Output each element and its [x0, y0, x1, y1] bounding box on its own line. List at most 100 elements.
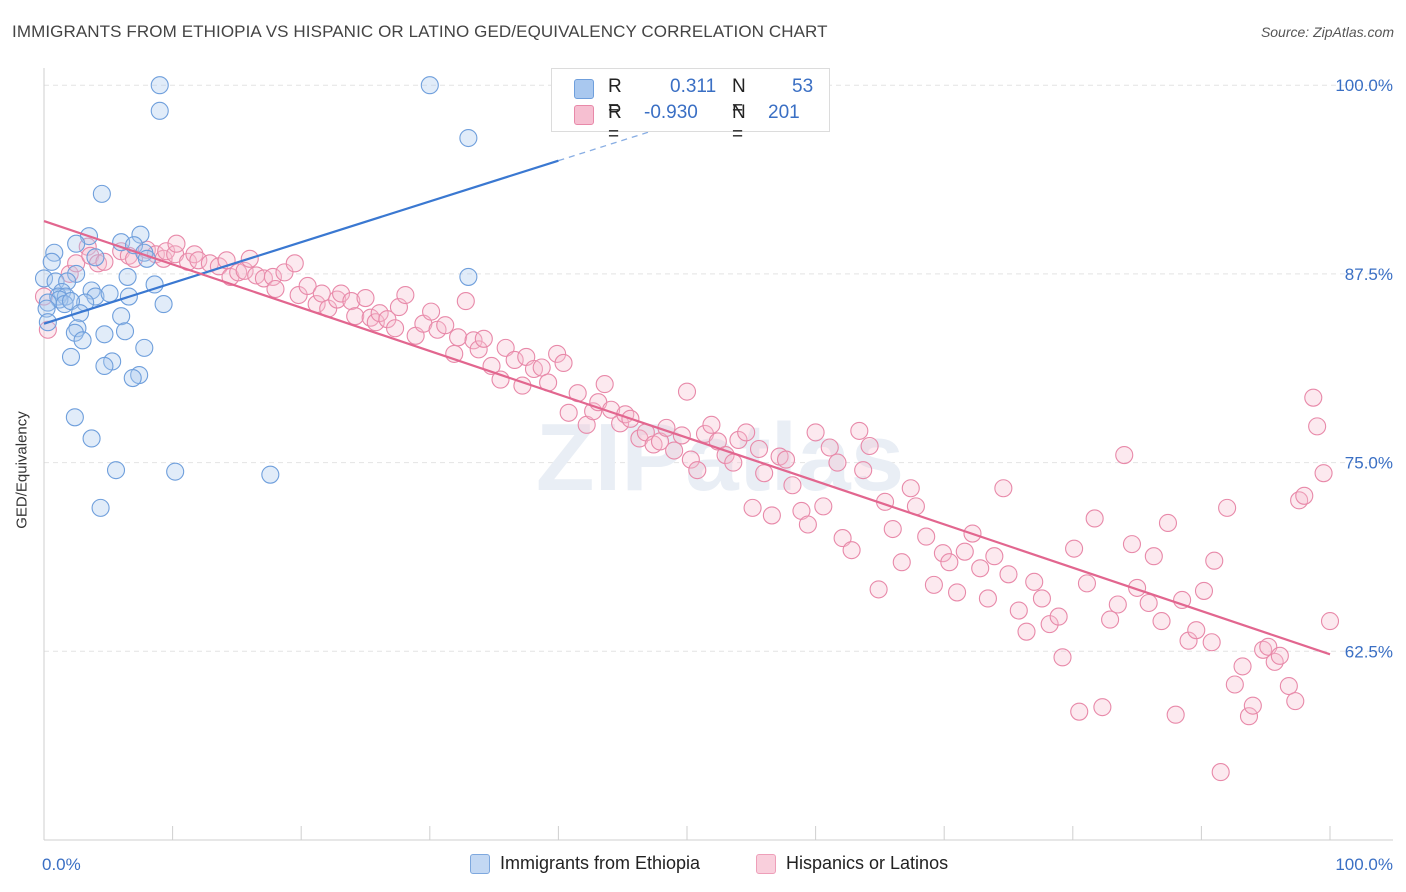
chart-title: IMMIGRANTS FROM ETHIOPIA VS HISPANIC OR …: [12, 22, 828, 41]
ethiopia-point: [95, 325, 114, 344]
ethiopia-point: [61, 292, 81, 311]
hispanic-point: [892, 553, 911, 572]
hispanic-point: [505, 350, 524, 369]
hispanic-point: [366, 313, 385, 332]
hispanic-point: [1065, 539, 1084, 558]
ethiopia-point: [73, 331, 92, 350]
hispanic-point: [755, 464, 774, 483]
ethiopia-point: [459, 128, 478, 148]
hispanic-point: [842, 541, 861, 560]
hispanic-point: [883, 519, 902, 539]
hispanic-point: [1101, 610, 1120, 629]
hispanic-point: [275, 263, 294, 282]
ethiopia-point: [150, 76, 169, 95]
hispanic-point: [833, 529, 852, 548]
hispanic-point: [1085, 509, 1104, 528]
hispanic-point: [814, 497, 833, 516]
hispanic-point: [396, 285, 415, 305]
hispanic-point: [924, 575, 943, 594]
ethiopia-point: [67, 234, 86, 253]
hispanic-point: [854, 461, 873, 480]
axes: [43, 68, 1393, 841]
hispanic-point: [729, 430, 748, 450]
hispanic-point: [38, 320, 57, 339]
ethiopia-point: [123, 369, 142, 388]
x-tick-label: 100.0%: [1335, 855, 1393, 874]
hispanic-point: [1128, 578, 1147, 597]
hispanic-point: [469, 340, 488, 359]
hispanic-point: [1187, 621, 1206, 640]
hispanic-point: [229, 263, 248, 282]
hispanic-point: [716, 445, 735, 465]
hispanic-points: [34, 234, 1340, 782]
ethiopia-point: [86, 248, 105, 267]
hispanic-point: [1202, 633, 1221, 652]
hispanic-point: [999, 565, 1018, 584]
hispanic-point: [298, 276, 317, 296]
hispanic-point: [776, 450, 796, 469]
legend-n-value: 53: [792, 76, 814, 97]
hispanic-point: [1049, 607, 1068, 626]
hispanic-point: [1009, 601, 1028, 620]
hispanic-point: [1152, 612, 1171, 631]
hispanic-point: [828, 453, 847, 472]
hispanic-point: [456, 292, 475, 311]
ethiopia-trend-line: [43, 159, 559, 325]
hispanic-point: [1320, 612, 1340, 631]
hispanic-point: [95, 252, 114, 271]
ethiopia-point: [34, 269, 54, 288]
x-tick-label: 0.0%: [42, 855, 81, 874]
hispanic-point: [1158, 513, 1178, 533]
hispanic-point: [948, 583, 967, 602]
hispanic-point: [474, 329, 493, 348]
legend-label-ethiopia: Immigrants from Ethiopia: [500, 853, 701, 873]
hispanic-point: [548, 344, 567, 363]
hispanic-point: [524, 359, 544, 379]
hispanic-point: [595, 375, 614, 394]
hispanic-point: [724, 453, 743, 472]
ethiopia-point: [58, 272, 77, 291]
hispanic-point: [869, 580, 888, 599]
hispanic-point: [749, 439, 769, 459]
hispanic-point: [688, 461, 707, 480]
hispanic-point: [254, 269, 273, 288]
hispanic-point: [1233, 657, 1252, 676]
hispanic-point: [1211, 763, 1230, 782]
hispanic-point: [1218, 498, 1237, 517]
hispanic-point: [1205, 551, 1224, 570]
hispanic-point: [1025, 572, 1044, 591]
hispanic-point: [783, 476, 802, 495]
hispanic-point: [559, 403, 578, 422]
hispanic-point: [860, 436, 879, 456]
hispanic-point: [1286, 692, 1305, 711]
ethiopia-point: [115, 322, 135, 341]
hispanic-point: [1053, 648, 1072, 667]
ethiopia-point: [106, 461, 126, 480]
series-legend: Immigrants from Ethiopia Hispanics or La…: [0, 852, 1406, 876]
hispanic-point: [1239, 707, 1259, 726]
hispanic-point: [820, 438, 839, 457]
hispanic-point: [1304, 388, 1323, 407]
ethiopia-point: [95, 356, 114, 376]
hispanic-point: [971, 559, 990, 578]
hispanic-point: [496, 338, 515, 357]
hispanic-point: [1093, 698, 1112, 717]
hispanic-point: [1314, 464, 1333, 483]
hispanic-point: [665, 441, 684, 460]
hispanic-point: [532, 358, 551, 377]
legend-n-label: N =: [732, 102, 746, 145]
ethiopia-point: [166, 462, 185, 481]
hispanic-point: [1279, 676, 1298, 696]
hispanic-point: [940, 553, 959, 572]
legend-label-hispanic: Hispanics or Latinos: [786, 853, 949, 873]
hispanic-point: [167, 234, 186, 253]
ethiopia-point: [37, 299, 56, 318]
ethiopia-point: [67, 264, 86, 283]
legend-r-label: R =: [608, 102, 622, 145]
ethiopia-point: [65, 408, 84, 427]
hispanic-point: [554, 353, 573, 373]
hispanic-point: [386, 319, 405, 338]
hispanic-point: [933, 544, 952, 563]
hispanic-point: [1254, 640, 1273, 659]
